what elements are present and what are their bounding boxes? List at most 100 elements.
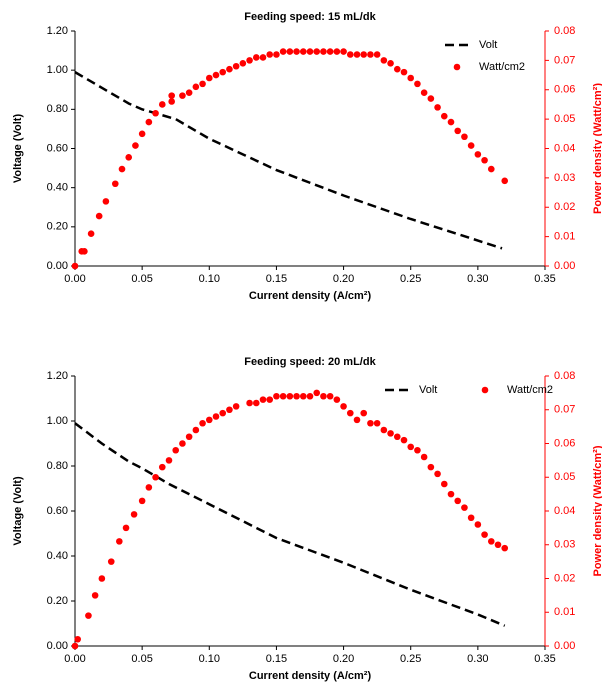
power-point [132,142,139,149]
power-point [172,446,180,454]
x-axis-label: Current density (A/cm²) [249,670,372,682]
x-tick-label: 0.15 [266,273,287,285]
power-point [400,68,408,76]
power-point [467,142,475,149]
power-point [279,48,287,55]
power-point [427,463,435,471]
power-point [306,48,314,55]
power-point [158,101,166,108]
y2-tick-label: 0.05 [554,471,575,483]
power-point [226,406,233,414]
power-point [116,538,123,545]
x-tick-label: 0.10 [199,653,220,665]
chart-title: Feeding speed: 20 mL/dk [244,356,376,368]
y2-tick-label: 0.03 [554,172,575,184]
power-point [246,57,253,64]
power-point [346,51,354,58]
power-point [212,71,220,79]
power-point [102,198,110,205]
legend-swatch [481,386,489,394]
power-point [71,262,79,270]
power-point [259,54,267,61]
power-point [266,396,274,403]
power-point [454,127,462,135]
power-point [434,470,441,478]
power-point [333,396,341,403]
power-point [286,48,294,55]
power-point [81,248,88,255]
power-point [152,473,159,481]
power-point [98,575,106,582]
power-point [454,497,462,505]
x-tick-label: 0.30 [467,653,488,665]
power-point [501,177,509,185]
y2-tick-label: 0.01 [554,231,575,243]
power-point [380,426,388,434]
y2-tick-label: 0.07 [554,404,575,416]
x-tick-label: 0.20 [333,273,354,285]
power-point [407,443,415,451]
power-point [306,392,314,400]
y-tick-label: 1.20 [47,25,68,37]
power-point [259,396,267,403]
power-point [185,433,193,441]
power-point [414,446,421,454]
x-tick-label: 0.10 [199,273,220,285]
power-point [252,54,260,61]
power-point [487,538,495,545]
power-point [440,480,448,488]
power-point [252,399,260,407]
power-point [199,419,206,427]
power-point [326,392,334,400]
power-point [420,453,428,461]
y-tick-label: 1.20 [47,370,68,382]
power-point [420,89,428,96]
power-point [393,433,401,441]
y-tick-label: 0.00 [47,260,68,272]
y2-tick-label: 0.00 [554,260,575,272]
power-point [387,60,394,67]
power-point [212,413,220,420]
power-point [179,440,186,447]
power-point [360,409,368,417]
x-tick-label: 0.35 [534,273,555,285]
x-tick-label: 0.20 [333,653,354,665]
power-point [326,48,334,55]
power-point [461,504,468,511]
x-tick-label: 0.00 [64,273,85,285]
power-point [199,80,206,88]
y-axis-label: Voltage (Volt) [12,114,24,184]
power-point [373,419,381,427]
power-point [393,65,401,73]
power-point [340,48,347,55]
power-point [407,74,415,82]
y-tick-label: 1.00 [47,415,68,427]
power-point [414,80,421,88]
y-axis-label: Voltage (Volt) [12,476,24,546]
legend-label: Watt/cm2 [479,61,525,73]
power-point [286,392,294,400]
power-point [145,484,153,491]
chart-title: Feeding speed: 15 mL/dk [244,11,376,23]
y2-tick-label: 0.04 [554,142,575,154]
power-point [313,389,321,397]
y-tick-label: 0.80 [47,460,68,472]
x-tick-label: 0.15 [266,653,287,665]
power-point [246,399,253,407]
power-point [266,51,274,58]
power-point [481,531,488,538]
power-point [130,511,138,518]
y-tick-label: 0.40 [47,182,68,194]
power-point [293,48,300,55]
legend-label: Watt/cm2 [507,384,553,396]
y-tick-label: 0.00 [47,640,68,652]
power-point [447,118,455,126]
power-point [387,430,394,437]
power-point [158,463,166,471]
power-point [165,457,173,464]
x-tick-label: 0.35 [534,653,555,665]
y-tick-label: 0.40 [47,550,68,562]
power-point [427,95,435,102]
